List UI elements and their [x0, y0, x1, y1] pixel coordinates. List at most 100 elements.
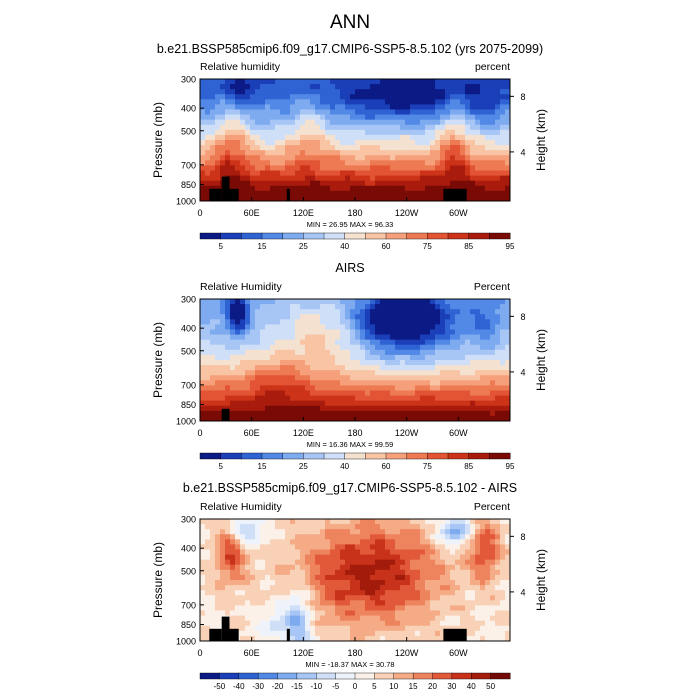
contour-cell — [230, 554, 236, 561]
contour-cell — [240, 620, 246, 627]
contour-cell — [355, 109, 361, 115]
contour-cell — [305, 299, 311, 305]
contour-cell — [245, 84, 251, 90]
contour-cell — [250, 375, 256, 381]
contour-cell — [300, 185, 306, 192]
contour-cell — [435, 180, 441, 187]
contour-cell — [450, 620, 456, 627]
contour-cell — [235, 175, 241, 182]
contour-cell — [305, 185, 311, 192]
contour-cell — [240, 109, 246, 115]
contour-cell — [260, 134, 266, 141]
contour-cell — [300, 610, 306, 616]
contour-cell — [265, 354, 271, 361]
contour-cell — [365, 109, 371, 115]
contour-cell — [455, 585, 461, 591]
contour-cell — [385, 600, 391, 606]
contour-cell — [380, 625, 386, 632]
contour-cell — [305, 600, 311, 606]
contour-cell — [495, 129, 501, 136]
contour-cell — [305, 595, 311, 601]
contour-cell — [460, 165, 466, 171]
contour-cell — [445, 134, 451, 141]
contour-cell — [390, 529, 396, 535]
topography-mask — [221, 176, 230, 201]
contour-cell — [440, 180, 446, 187]
contour-cell — [410, 160, 416, 166]
contour-cell — [435, 314, 441, 320]
contour-cell — [205, 334, 211, 341]
contour-cell — [245, 380, 251, 386]
contour-cell — [375, 380, 381, 386]
contour-cell — [400, 574, 406, 581]
contour-cell — [480, 569, 486, 576]
contour-cell — [425, 185, 431, 192]
contour-cell — [280, 615, 286, 622]
contour-cell — [300, 195, 306, 202]
contour-cell — [500, 89, 506, 95]
contour-cell — [335, 544, 341, 550]
y-axis-title: Pressure (mb) — [151, 542, 165, 618]
contour-cell — [345, 375, 351, 381]
contour-cell — [360, 605, 366, 611]
contour-cell — [375, 385, 381, 391]
contour-cell — [215, 104, 221, 110]
contour-cell — [440, 380, 446, 386]
contour-cell — [345, 94, 351, 100]
contour-cell — [290, 405, 296, 412]
contour-cell — [330, 299, 336, 305]
contour-cell — [235, 319, 241, 325]
contour-cell — [440, 140, 446, 146]
contour-cell — [370, 620, 376, 627]
contour-cell — [375, 349, 381, 356]
contour-cell — [355, 319, 361, 325]
contour-cell — [440, 625, 446, 632]
contour-cell — [335, 534, 341, 540]
contour-cell — [205, 635, 211, 642]
contour-cell — [490, 620, 496, 627]
contour-cell — [340, 600, 346, 606]
contour-cell — [430, 380, 436, 386]
contour-cell — [250, 360, 256, 366]
contour-cell — [480, 375, 486, 381]
contour-cell — [300, 395, 306, 402]
contour-cell — [230, 375, 236, 381]
contour-cell — [465, 360, 471, 366]
contour-cell — [410, 89, 416, 95]
contour-cell — [240, 314, 246, 320]
contour-cell — [290, 549, 296, 555]
contour-cell — [390, 534, 396, 540]
contour-cell — [430, 150, 436, 156]
contour-cell — [395, 344, 401, 351]
contour-cell — [480, 84, 486, 90]
contour-cell — [260, 170, 266, 176]
contour-cell — [410, 165, 416, 171]
contour-cell — [415, 390, 421, 396]
contour-cell — [260, 84, 266, 90]
contour-cell — [345, 134, 351, 141]
contour-cell — [340, 400, 346, 407]
contour-cell — [480, 349, 486, 356]
contour-cell — [320, 79, 326, 85]
contour-cell — [470, 145, 476, 151]
contour-cell — [405, 360, 411, 366]
contour-cell — [480, 385, 486, 391]
contour-cell — [385, 114, 391, 121]
contour-cell — [495, 615, 501, 622]
contour-cell — [320, 354, 326, 361]
contour-cell — [370, 385, 376, 391]
contour-cell — [465, 165, 471, 171]
contour-cell — [200, 625, 206, 632]
contour-cell — [265, 559, 271, 566]
contour-cell — [460, 114, 466, 121]
contour-cell — [505, 354, 511, 361]
contour-cell — [450, 354, 456, 361]
contour-cell — [465, 395, 471, 402]
contour-cell — [280, 544, 286, 550]
contour-cell — [240, 574, 246, 581]
contour-cell — [345, 150, 351, 156]
contour-cell — [205, 319, 211, 325]
topography-mask — [221, 616, 230, 641]
contour-cell — [420, 385, 426, 391]
contour-cell — [260, 380, 266, 386]
